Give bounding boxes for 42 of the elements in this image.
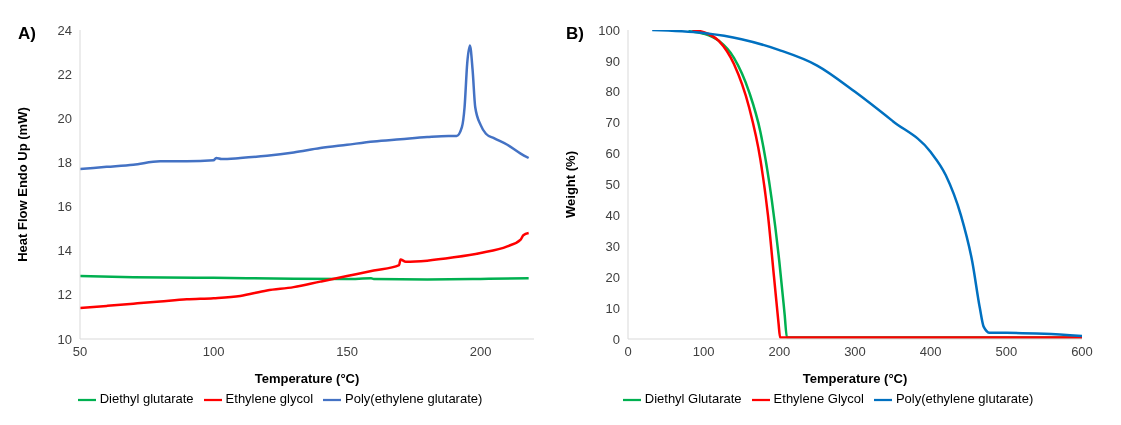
- y-tick-label: 80: [605, 84, 620, 100]
- x-axis-title: Temperature (°C): [802, 371, 908, 386]
- y-tick-label: 40: [605, 208, 620, 224]
- y-tick-label: 0: [612, 331, 620, 347]
- y-tick-label: 60: [605, 146, 620, 162]
- y-tick-label: 90: [605, 53, 620, 69]
- y-tick-label: 20: [605, 269, 620, 285]
- y-tick-label: 10: [605, 300, 620, 316]
- x-tick-label: 50: [72, 344, 88, 360]
- x-tick-label: 600: [1071, 344, 1093, 360]
- legend-label: Diethyl glutarate: [99, 391, 194, 407]
- legend-label: Diethyl Glutarate: [644, 391, 742, 407]
- y-tick-label: 30: [605, 238, 620, 254]
- x-tick-label: 0: [624, 344, 632, 360]
- y-tick-label: 20: [57, 110, 72, 126]
- y-tick-label: 18: [57, 155, 72, 171]
- x-axis-title: Temperature (°C): [254, 371, 360, 386]
- legend-label: Ethylene Glycol: [773, 391, 864, 407]
- legend-label: Poly(ethylene glutarate): [345, 391, 483, 407]
- x-tick-label: 100: [202, 344, 225, 360]
- y-tick-label: 14: [57, 243, 72, 259]
- x-tick-label: 300: [844, 344, 866, 360]
- x-tick-label: 200: [469, 344, 492, 360]
- x-tick-label: 100: [692, 344, 715, 360]
- y-tick-label: 10: [57, 331, 72, 347]
- x-tick-label: 150: [336, 344, 358, 360]
- y-tick-label: 24: [57, 22, 72, 38]
- y-axis-title: Weight (%): [562, 151, 578, 218]
- x-tick-label: 200: [768, 344, 791, 360]
- x-tick-label: 400: [919, 344, 942, 360]
- x-tick-label: 500: [995, 344, 1018, 360]
- y-tick-label: 16: [57, 199, 72, 215]
- y-tick-label: 70: [605, 115, 620, 131]
- y-tick-label: 12: [57, 287, 72, 303]
- chart-title: B): [566, 24, 584, 44]
- y-tick-label: 22: [57, 66, 72, 82]
- y-axis-title: Heat Flow Endo Up (mW): [14, 107, 30, 262]
- legend-label: Poly(ethylene glutarate): [895, 391, 1034, 407]
- y-tick-label: 50: [605, 177, 620, 193]
- y-tick-label: 100: [598, 22, 620, 38]
- legend-label: Ethylene glycol: [225, 391, 314, 407]
- chart-title: A): [18, 24, 36, 44]
